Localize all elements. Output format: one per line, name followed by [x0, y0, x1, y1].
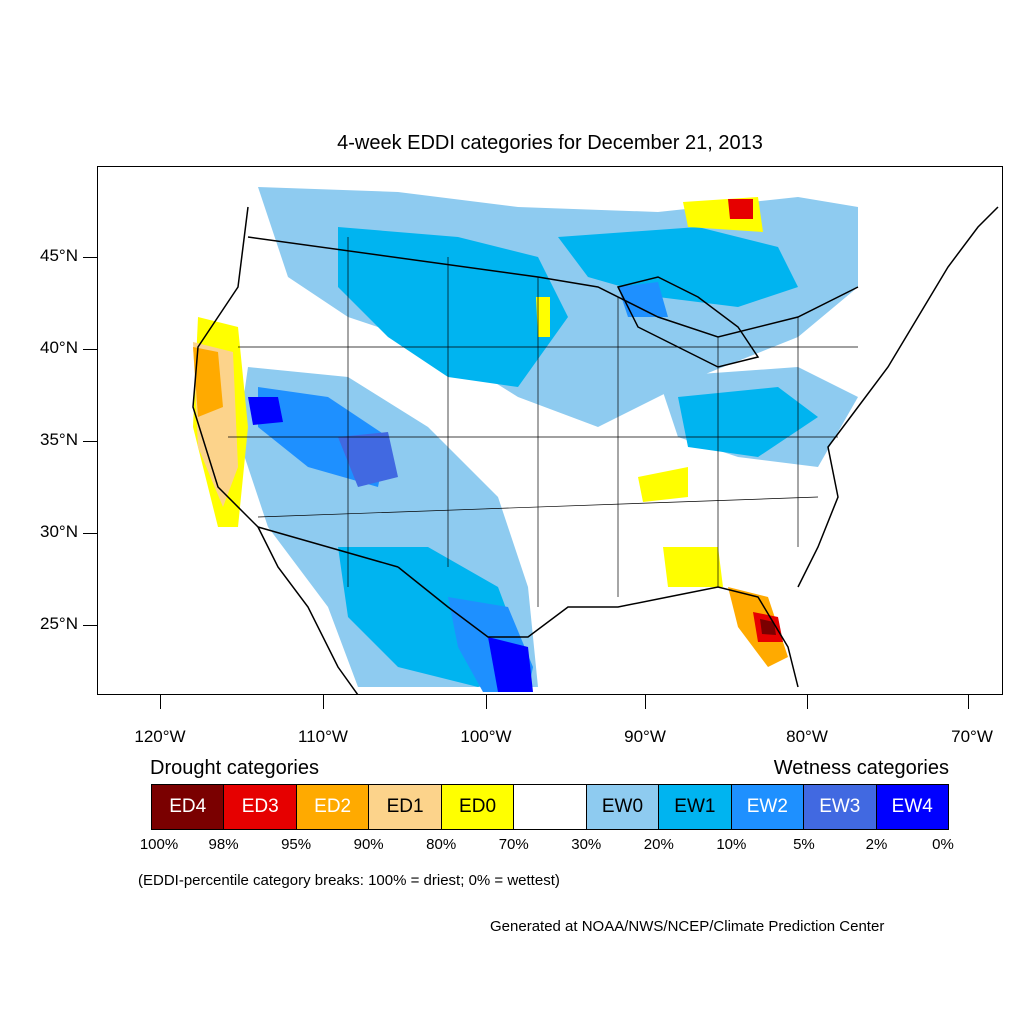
- lon-tick: [323, 695, 324, 709]
- drought-categories-heading: Drought categories: [150, 757, 319, 779]
- lat-tick: [83, 533, 97, 534]
- legend-swatch: ED3: [224, 785, 297, 829]
- gulf-coastline: [397, 566, 799, 688]
- legend-break-label: 95%: [281, 836, 312, 853]
- lat-tick: [83, 441, 97, 442]
- lat-label-40n: 40°N: [40, 338, 78, 357]
- lat-label-25n: 25°N: [40, 614, 78, 633]
- eddi-map: [97, 166, 1003, 695]
- legend-swatch: EW4: [876, 785, 948, 829]
- legend-break-label: 30%: [571, 836, 602, 853]
- field-ed0-dakota: [536, 297, 550, 337]
- legend-break-label: 90%: [353, 836, 384, 853]
- map-title: 4-week EDDI categories for December 21, …: [337, 132, 763, 154]
- state-lines: [228, 237, 858, 607]
- field-ed0-alabama: [663, 547, 723, 587]
- lon-label-80w: 80°W: [786, 727, 828, 746]
- field-ed2-california: [193, 347, 223, 417]
- lat-label-35n: 35°N: [40, 430, 78, 449]
- lat-label-30n: 30°N: [40, 522, 78, 541]
- lon-label-100w: 100°W: [460, 727, 512, 746]
- legend-swatch: [514, 785, 587, 829]
- lat-tick: [83, 349, 97, 350]
- legend-swatch: EW1: [659, 785, 732, 829]
- legend-break-label: 80%: [426, 836, 457, 853]
- legend-break-label: 10%: [716, 836, 747, 853]
- lon-tick: [486, 695, 487, 709]
- wetness-categories-heading: Wetness categories: [773, 757, 949, 779]
- field-ew4-nevada: [248, 397, 283, 425]
- category-note: (EDDI-percentile category breaks: 100% =…: [138, 872, 560, 889]
- lon-label-70w: 70°W: [951, 727, 993, 746]
- legend-swatch: EW3: [804, 785, 877, 829]
- legend-break-label: 0%: [932, 836, 954, 853]
- great-lakes-outline: [616, 276, 760, 368]
- legend-swatch: ED4: [152, 785, 225, 829]
- field-ed4-florida: [760, 619, 776, 635]
- lon-tick: [645, 695, 646, 709]
- legend-swatch: EW2: [731, 785, 805, 829]
- field-ew3-utah: [338, 432, 398, 487]
- lon-tick: [807, 695, 808, 709]
- credit-line: Generated at NOAA/NWS/NCEP/Climate Predi…: [490, 918, 885, 935]
- legend-swatch: ED0: [441, 785, 515, 829]
- lon-tick: [968, 695, 969, 709]
- legend-colorbar: ED4 ED3 ED2 ED1 ED0 EW0 EW1 EW2 EW3 EW4: [151, 784, 949, 830]
- field-ed0-tennessee: [638, 467, 688, 502]
- lon-tick: [160, 695, 161, 709]
- legend-break-label: 5%: [793, 836, 815, 853]
- lat-tick: [83, 625, 97, 626]
- lat-tick: [83, 257, 97, 258]
- lon-label-120w: 120°W: [134, 727, 186, 746]
- legend-break-label: 100%: [139, 836, 179, 853]
- field-ew1-greatlakes: [558, 227, 798, 307]
- legend-break-label: 2%: [865, 836, 888, 853]
- legend-break-label: 20%: [643, 836, 674, 853]
- field-ew4-coast: [488, 637, 533, 692]
- field-ew3-michigan: [618, 282, 668, 317]
- east-coastline: [797, 206, 999, 588]
- west-coastline: [192, 206, 359, 694]
- field-ed3-quebec: [728, 199, 753, 219]
- legend-swatch: ED1: [369, 785, 442, 829]
- lon-label-90w: 90°W: [624, 727, 666, 746]
- legend-break-label: 98%: [208, 836, 239, 853]
- mexico-border: [257, 526, 399, 568]
- lat-label-45n: 45°N: [40, 246, 78, 265]
- eddi-map-canvas: [192, 187, 999, 694]
- field-ew1-ohiovalley: [678, 387, 818, 457]
- lon-label-110w: 110°W: [298, 727, 348, 746]
- category-fields: [193, 187, 858, 692]
- legend-break-label: 70%: [498, 836, 529, 853]
- legend-swatch: ED2: [296, 785, 370, 829]
- legend-swatch: EW0: [586, 785, 660, 829]
